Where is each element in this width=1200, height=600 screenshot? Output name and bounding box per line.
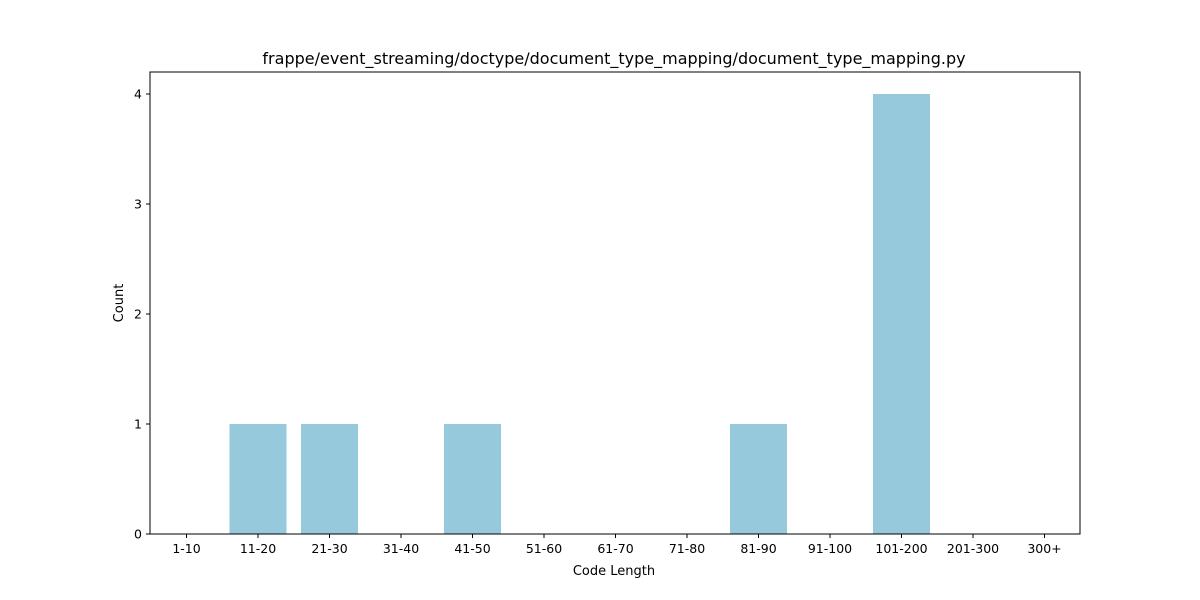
x-tick-label: 41-50: [454, 541, 490, 556]
y-tick-label: 3: [134, 197, 142, 212]
x-tick-label: 61-70: [597, 541, 633, 556]
x-axis-ticks: 1-10 11-20 21-30 31-40 41-50 51-60 61-70 71-80 8…: [172, 534, 1062, 556]
y-tick-label: 1: [134, 417, 142, 432]
plot-frame: [149, 71, 1081, 535]
chart-title: frappe/event_streaming/doctype/document_…: [262, 49, 965, 69]
bar-21-30: [301, 424, 358, 534]
x-axis-label: Code Length: [573, 564, 655, 579]
y-tick-label: 2: [134, 307, 142, 322]
x-tick-label: 300+: [1027, 541, 1061, 556]
x-tick-label: 21-30: [311, 541, 347, 556]
x-tick-label: 1-10: [172, 541, 200, 556]
bar-101-200: [873, 94, 930, 534]
x-tick-label: 91-100: [808, 541, 852, 556]
x-tick-label: 101-200: [875, 541, 927, 556]
y-axis-label: Count: [112, 284, 127, 323]
bar-41-50: [444, 424, 501, 534]
x-tick-label: 11-20: [240, 541, 276, 556]
y-tick-label: 0: [134, 527, 142, 542]
x-tick-label: 51-60: [526, 541, 562, 556]
bars-group: [229, 94, 930, 534]
bar-81-90: [730, 424, 787, 534]
x-tick-label: 81-90: [740, 541, 776, 556]
y-tick-label: 4: [134, 87, 142, 102]
y-axis-ticks: 0 1 2 3 4: [134, 87, 150, 542]
x-tick-label: 201-300: [947, 541, 999, 556]
bar-11-20: [229, 424, 287, 534]
x-tick-label: 71-80: [669, 541, 705, 556]
x-tick-label: 31-40: [383, 541, 419, 556]
